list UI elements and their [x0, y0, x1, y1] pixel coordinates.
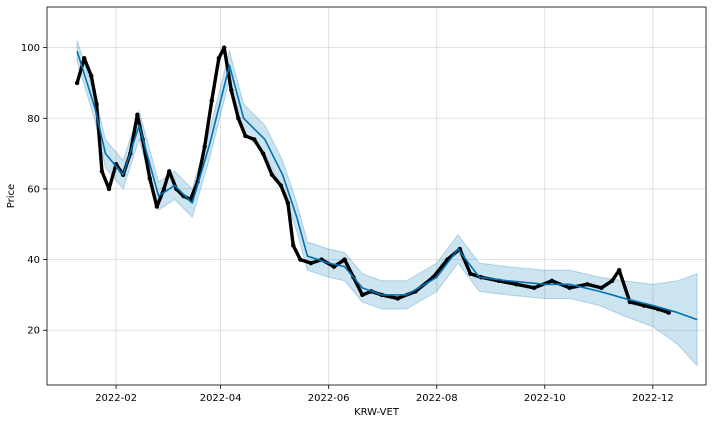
plot-frame: [46, 6, 707, 386]
forecast-line: [76, 50, 698, 321]
grid-lines: [47, 7, 706, 385]
uncertainty-band-layer: [76, 40, 698, 367]
y-tick-label: 40: [27, 255, 40, 266]
y-tick-label: 60: [27, 184, 40, 195]
x-axis-ticks: 2022-02 2022-04 2022-06 2022-08 2022-10 2022-…: [95, 385, 674, 404]
y-tick-label: 100: [21, 43, 40, 54]
y-axis-ticks: 20 40 60 80 100: [21, 43, 47, 337]
uncertainty-band: [76, 40, 698, 367]
x-tick-label: 2022-06: [308, 393, 350, 404]
x-tick-label: 2022-12: [632, 393, 674, 404]
x-tick-label: 2022-08: [416, 393, 458, 404]
y-axis-label: Price: [6, 184, 17, 208]
x-tick-label: 2022-10: [524, 393, 566, 404]
y-tick-label: 20: [27, 326, 40, 337]
x-axis-label: KRW-VET: [354, 407, 400, 418]
y-tick-label: 80: [27, 114, 40, 125]
x-tick-label: 2022-04: [200, 393, 242, 404]
x-tick-label: 2022-02: [95, 393, 137, 404]
forecast-line-layer: [76, 50, 698, 321]
